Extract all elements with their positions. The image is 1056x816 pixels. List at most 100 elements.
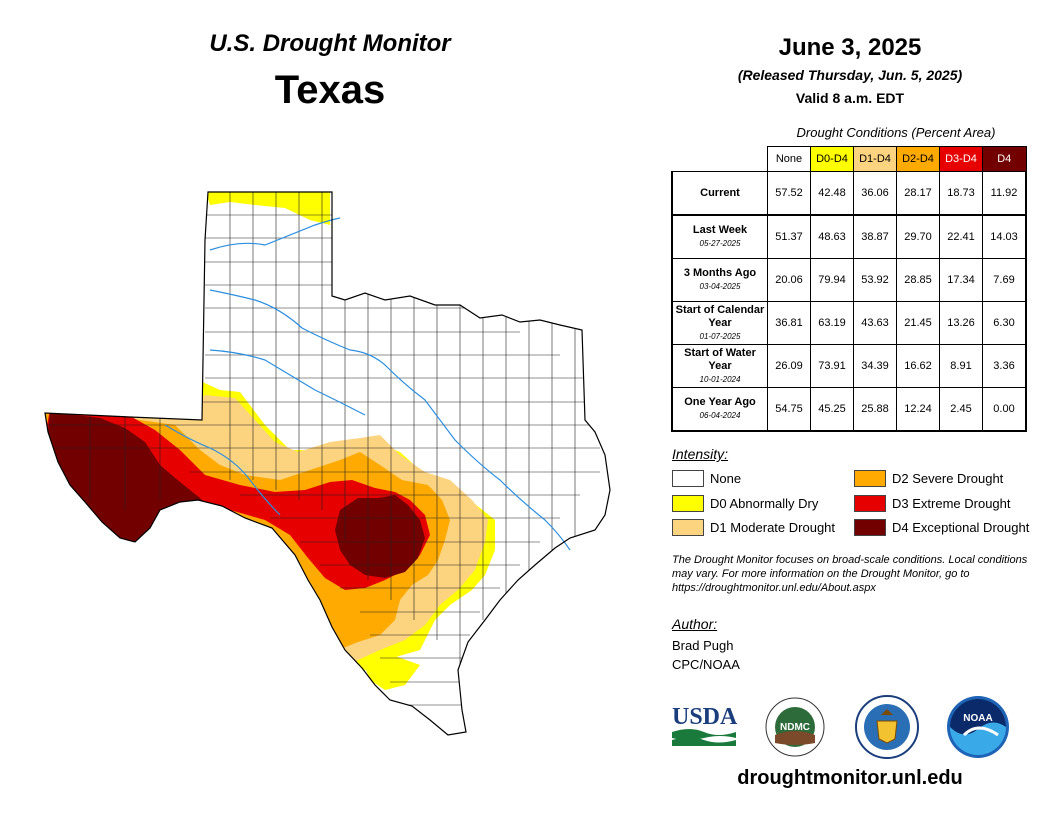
table-corner <box>672 147 768 172</box>
table-row: Last Week 05-27-2025 51.37 48.63 38.87 29.70 2… <box>671 214 1027 259</box>
doc-seal-logo <box>855 695 919 759</box>
texas-outline <box>44 191 611 736</box>
table-cell: 45.25 <box>810 387 854 432</box>
table-cell: 12.24 <box>896 387 940 432</box>
row-label-text: Current <box>700 186 740 199</box>
table-cell: 36.06 <box>853 171 897 216</box>
usda-logo-text: USDA <box>672 704 738 730</box>
table-row: One Year Ago 06-04-2024 54.75 45.25 25.88 12.… <box>671 387 1027 432</box>
row-label-date: 06-04-2024 <box>699 411 741 420</box>
usda-logo: USDA <box>672 704 738 746</box>
legend-item-d3: D3 Extreme Drought <box>854 495 1011 512</box>
row-label-date: 05-27-2025 <box>699 239 741 248</box>
state-title: Texas <box>274 68 386 112</box>
author-org: CPC/NOAA <box>672 657 740 672</box>
table-cell: 51.37 <box>767 214 811 259</box>
table-cell: 28.85 <box>896 258 940 302</box>
legend-swatch-d2 <box>854 470 886 487</box>
legend-label-d1: D1 Moderate Drought <box>710 520 836 535</box>
table-cell: 3.36 <box>982 344 1027 388</box>
website-link[interactable]: droughtmonitor.unl.edu <box>737 767 963 789</box>
table-row: 3 Months Ago 03-04-2025 20.06 79.94 53.92 28.… <box>671 258 1027 302</box>
drought-d4-central <box>335 495 425 578</box>
table-cell: 17.34 <box>939 258 983 302</box>
table-cell: 36.81 <box>767 301 811 345</box>
row-label-date: 10-01-2024 <box>699 374 741 384</box>
table-cell: 25.88 <box>853 387 897 432</box>
table-cell: 73.91 <box>810 344 854 388</box>
row-label-date: 01-07-2025 <box>699 331 741 341</box>
legend-item-d4: D4 Exceptional Drought <box>854 519 1029 536</box>
table-cell: 13.26 <box>939 301 983 345</box>
table-cell: 42.48 <box>810 171 854 216</box>
table-cell: 63.19 <box>810 301 854 345</box>
column-header-2: D1-D4 <box>853 146 897 172</box>
table-cell: 43.63 <box>853 301 897 345</box>
row-label-text: One Year Ago <box>684 396 756 408</box>
column-header-5: D4 <box>982 146 1027 172</box>
legend-label-d3: D3 Extreme Drought <box>892 496 1011 511</box>
column-header-0: None <box>767 146 811 172</box>
disclaimer-note: The Drought Monitor focuses on broad-sca… <box>672 554 1028 594</box>
row-label: Current <box>671 171 768 216</box>
product-title: U.S. Drought Monitor <box>209 30 451 57</box>
row-label-text: Start of Calendar Year <box>675 303 765 329</box>
legend-swatch-d1 <box>672 519 704 536</box>
release-date: (Released Thursday, Jun. 5, 2025) <box>737 67 963 83</box>
legend-swatch-none <box>672 470 704 487</box>
author-name: Brad Pugh <box>672 638 734 653</box>
table-cell: 16.62 <box>896 344 940 388</box>
table-cell: 6.30 <box>982 301 1027 345</box>
table-caption: Drought Conditions (Percent Area) <box>796 125 996 140</box>
table-cell: 54.75 <box>767 387 811 432</box>
legend-item-d0: D0 Abnormally Dry <box>672 495 818 512</box>
table-cell: 2.45 <box>939 387 983 432</box>
legend-label-d4: D4 Exceptional Drought <box>892 520 1030 535</box>
county-lines <box>45 192 600 706</box>
rivers <box>164 217 571 551</box>
legend-item-d1: D1 Moderate Drought <box>672 519 835 536</box>
table-cell: 11.92 <box>982 171 1027 216</box>
table-cell: 8.91 <box>939 344 983 388</box>
ndmc-logo: NDMC <box>765 697 825 757</box>
row-label: Last Week 05-27-2025 <box>671 214 768 259</box>
legend-label-d0: D0 Abnormally Dry <box>710 496 819 511</box>
ndmc-logo-text: NDMC <box>780 722 810 733</box>
table-cell: 28.17 <box>896 171 940 216</box>
table-cell: 57.52 <box>767 171 811 216</box>
author-title: Author: <box>672 616 718 632</box>
table-cell: 7.69 <box>982 258 1027 302</box>
legend-swatch-d4 <box>854 519 886 536</box>
drought-conditions-table: None D0-D4 D1-D4 D2-D4 D3-D4 D4 Current 57.52 4… <box>671 146 1027 432</box>
column-header-1: D0-D4 <box>810 146 854 172</box>
noaa-logo-text: NOAA <box>963 713 992 724</box>
table-row: Start of Water Year 10-01-2024 26.09 73.91 3… <box>671 344 1027 388</box>
table-cell: 0.00 <box>982 387 1027 432</box>
legend-item-d2: D2 Severe Drought <box>854 470 1003 487</box>
row-label-text: Start of Water Year <box>684 346 756 372</box>
legend-swatch-d3 <box>854 495 886 512</box>
legend-title: Intensity: <box>672 446 729 462</box>
table-row: Start of Calendar Year 01-07-2025 36.81 63.… <box>671 301 1027 345</box>
row-label: Start of Calendar Year 01-07-2025 <box>671 301 768 345</box>
table-cell: 26.09 <box>767 344 811 388</box>
legend-item-none: None <box>672 470 741 487</box>
table-cell: 20.06 <box>767 258 811 302</box>
table-row: Current 57.52 42.48 36.06 28.17 18.73 11.92 <box>671 171 1027 216</box>
table-cell: 21.45 <box>896 301 940 345</box>
table-cell: 53.92 <box>853 258 897 302</box>
row-label: 3 Months Ago 03-04-2025 <box>671 258 768 302</box>
row-label-text: Last Week <box>692 224 748 236</box>
table-cell: 34.39 <box>853 344 897 388</box>
row-label: One Year Ago 06-04-2024 <box>671 387 768 432</box>
table-cell: 22.41 <box>939 214 983 259</box>
table-cell: 38.87 <box>853 214 897 259</box>
row-label-text: 3 Months Ago <box>683 267 757 279</box>
column-header-4: D3-D4 <box>939 146 983 172</box>
column-header-3: D2-D4 <box>896 146 940 172</box>
legend-swatch-d0 <box>672 495 704 512</box>
row-label: Start of Water Year 10-01-2024 <box>671 344 768 388</box>
table-cell: 79.94 <box>810 258 854 302</box>
texas-drought-map <box>44 191 611 736</box>
table-cell: 48.63 <box>810 214 854 259</box>
